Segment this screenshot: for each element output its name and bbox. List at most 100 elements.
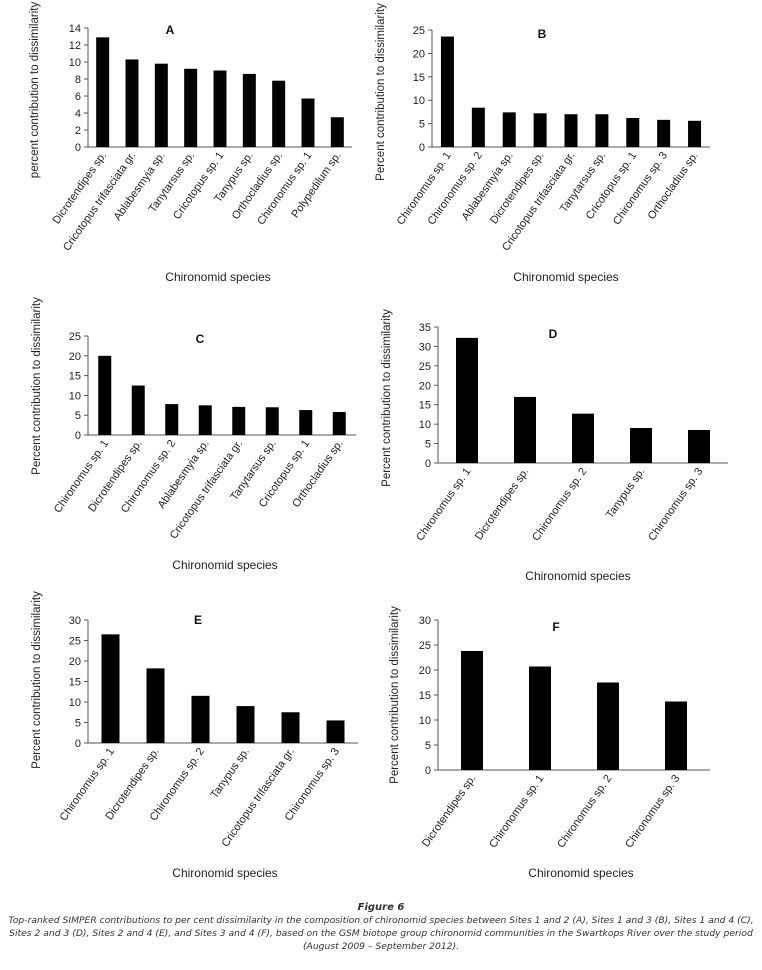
category-label: Chironomus sp. 3 [623,773,682,851]
category-label: Dicrotendipes sp. [473,466,532,543]
y-tick-label: 20 [69,351,81,363]
bar-f-2 [529,666,551,770]
panel-label: F [552,620,559,634]
y-tick-label: 4 [75,108,81,120]
chart-d: 0 5 10 15 20 25 30 35 Chironomus sp. 1 Dicrotendi… [381,309,728,583]
figure-caption: Figure 6 Top-ranked SIMPER contributions… [0,901,762,953]
bar-a-7 [272,80,286,147]
y-tick-label: 15 [413,72,425,84]
category-label: Chironomus sp. 3 [611,150,670,228]
bar-b-2 [471,107,485,147]
y-tick-label: 15 [419,400,431,412]
x-axis-title: Chironomid species [525,569,630,583]
figure-number: Figure 6 [357,902,405,913]
y-tick-label: 25 [419,640,431,652]
y-tick-label: 20 [419,665,431,677]
bar-b-7 [626,117,640,147]
y-tick-label: 10 [419,715,431,727]
panel-label: A [166,23,175,37]
x-axis-title: Chironomid species [172,866,277,880]
y-tick-label: 15 [69,677,81,689]
panel-label: C [196,332,205,346]
y-axis-title: Percent contribution to dissimilarity [31,297,43,475]
bar-e-4 [236,706,255,743]
category-label: Chironomus sp. 2 [426,150,485,228]
y-tick-label: 20 [419,380,431,392]
y-tick-label: 0 [75,430,81,442]
category-label: Chironomus sp. 1 [487,773,546,851]
bar-b-5 [564,114,578,147]
bar-a-6 [242,73,256,147]
y-tick-label: 0 [75,142,81,154]
y-axis-title: Percent contribution to dissimilarity [381,309,393,487]
y-tick-label: 30 [69,615,81,627]
bar-e-1 [101,634,120,743]
y-axis-title: percent contribution to dissimilarity [29,2,41,179]
bar-d-4 [630,428,652,463]
bar-a-3 [154,63,168,148]
bar-a-1 [96,37,110,147]
category-label: Dicrotendipes sp. [51,150,110,227]
bar-f-1 [461,651,483,770]
bar-a-9 [330,117,344,147]
bar-d-3 [572,413,594,463]
y-tick-label: 25 [419,361,431,373]
category-label: Chironomus sp. 2 [530,466,589,544]
y-tick-label: 30 [419,615,431,627]
y-tick-label: 25 [69,636,81,648]
category-label: Tanypus sp. [208,746,252,801]
bar-c-1 [98,355,112,435]
y-tick-label: 10 [419,419,431,431]
y-tick-label: 10 [413,95,425,107]
bar-c-4 [198,405,212,435]
y-tick-label: 8 [75,74,81,86]
bar-a-2 [125,59,139,148]
category-label: Chironomus sp. 1 [414,466,473,544]
y-tick-label: 15 [69,371,81,383]
y-tick-label: 0 [425,765,431,777]
bar-b-6 [595,114,609,147]
bar-c-7 [299,410,313,435]
bar-f-3 [597,682,619,770]
category-label: Chironomus sp. 1 [395,150,454,228]
y-tick-label: 5 [425,439,431,451]
bar-b-8 [657,119,671,147]
category-label: Chironomus sp. 1 [255,150,314,228]
panel-label: E [194,613,202,627]
x-axis-title: Chironomid species [172,558,277,572]
y-tick-label: 2 [75,125,81,137]
bar-e-5 [281,712,300,743]
bar-f-4 [665,701,687,770]
caption-text: Top-ranked SIMPER contributions to per c… [8,915,754,952]
y-tick-label: 0 [425,458,431,470]
category-label: Tanypus sp. [604,466,648,521]
bar-c-2 [131,385,145,435]
y-tick-label: 14 [69,23,81,35]
y-tick-label: 5 [419,119,425,131]
y-tick-label: 10 [69,390,81,402]
panel-label: B [538,27,547,41]
x-axis-title: Chironomid species [513,270,618,284]
bar-b-9 [688,120,702,147]
bar-c-6 [265,407,279,435]
bar-e-2 [146,668,165,743]
y-axis-title: Percent contribution to dissimilarity [375,3,387,181]
y-tick-label: 12 [69,40,81,52]
y-tick-label: 20 [69,656,81,668]
y-tick-label: 5 [425,740,431,752]
x-axis-title: Chironomid species [165,270,270,284]
y-tick-label: 30 [419,341,431,353]
y-tick-label: 5 [75,718,81,730]
bar-a-5 [213,70,227,147]
y-tick-label: 20 [413,48,425,60]
y-tick-label: 10 [69,697,81,709]
y-tick-label: 6 [75,91,81,103]
y-tick-label: 5 [75,410,81,422]
y-tick-label: 25 [69,331,81,343]
bar-c-8 [332,412,346,435]
y-axis-title: Percent contribution to dissimilarity [31,591,43,769]
